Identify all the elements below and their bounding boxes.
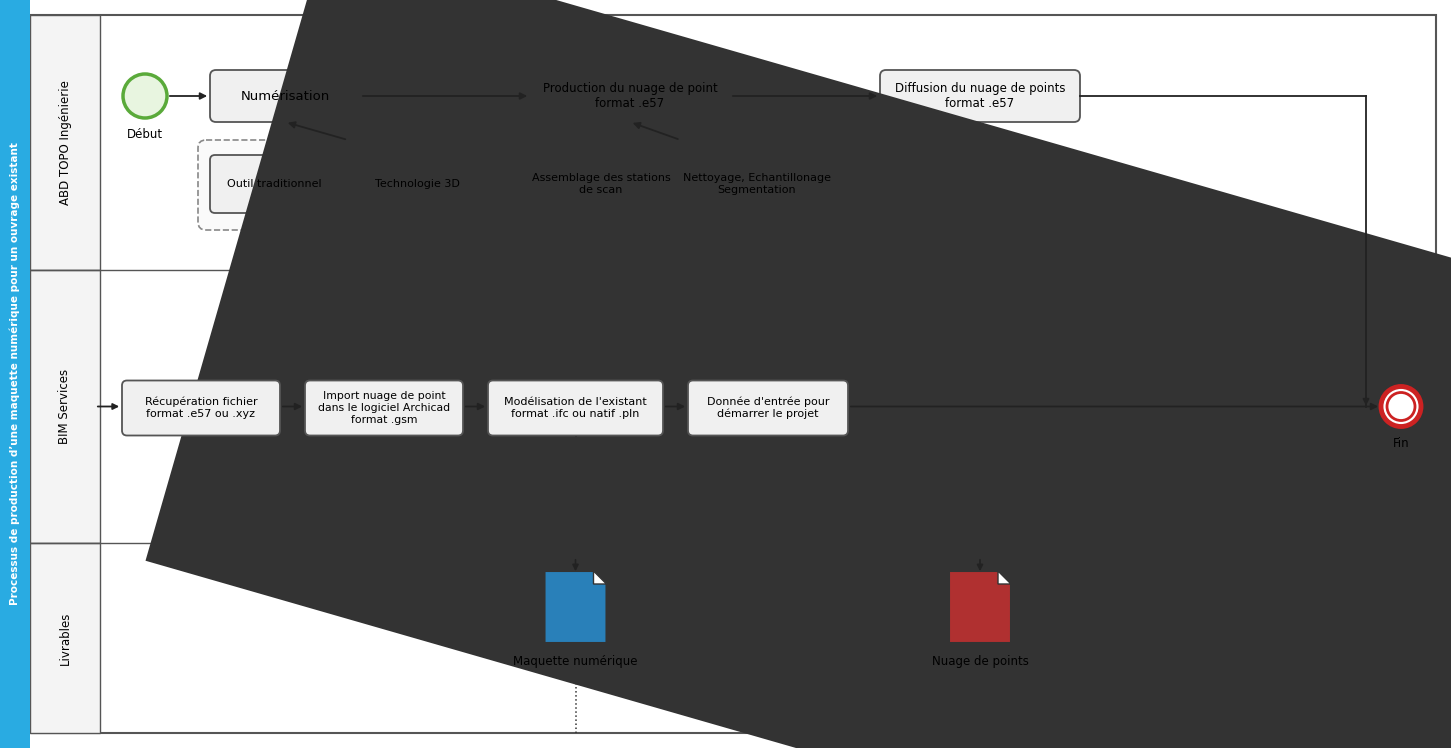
Bar xyxy=(30,15,100,270)
FancyBboxPatch shape xyxy=(210,155,338,213)
Text: Import nuage de point
dans le logiciel Archicad
format .gsm: Import nuage de point dans le logiciel A… xyxy=(318,391,450,425)
Text: Nettoyage, Echantillonage
Segmentation: Nettoyage, Echantillonage Segmentation xyxy=(683,174,831,194)
Text: Diffusion du nuage de points
format .e57: Diffusion du nuage de points format .e57 xyxy=(895,82,1065,110)
FancyBboxPatch shape xyxy=(488,381,663,435)
FancyBboxPatch shape xyxy=(530,155,672,213)
Bar xyxy=(0,0,30,748)
Polygon shape xyxy=(544,571,607,643)
Text: Maquette numérique: Maquette numérique xyxy=(514,655,638,668)
FancyBboxPatch shape xyxy=(518,140,843,230)
Text: Modélisation de l'existant
format .ifc ou natif .pln: Modélisation de l'existant format .ifc o… xyxy=(503,397,647,419)
FancyBboxPatch shape xyxy=(530,70,730,122)
Text: Fin: Fin xyxy=(1393,437,1409,450)
FancyBboxPatch shape xyxy=(197,140,498,230)
Text: Numérisation: Numérisation xyxy=(241,90,329,102)
Polygon shape xyxy=(949,571,1011,643)
Polygon shape xyxy=(998,571,1011,584)
Text: Récupération fichier
format .e57 ou .xyz: Récupération fichier format .e57 ou .xyz xyxy=(145,397,257,419)
Bar xyxy=(30,543,100,733)
FancyBboxPatch shape xyxy=(305,381,463,435)
Text: Assemblage des stations
de scan: Assemblage des stations de scan xyxy=(531,174,670,194)
Circle shape xyxy=(123,74,167,118)
Text: ABD TOPO Ingénierie: ABD TOPO Ingénierie xyxy=(58,80,71,205)
FancyBboxPatch shape xyxy=(353,155,480,213)
Text: Production du nuage de point
format .e57: Production du nuage de point format .e57 xyxy=(543,82,717,110)
Polygon shape xyxy=(593,571,607,584)
Text: Outil traditionnel: Outil traditionnel xyxy=(226,179,321,189)
Text: Livrables: Livrables xyxy=(58,611,71,665)
FancyBboxPatch shape xyxy=(688,381,847,435)
Circle shape xyxy=(1387,393,1415,420)
FancyBboxPatch shape xyxy=(122,381,280,435)
Text: Début: Début xyxy=(126,128,163,141)
FancyBboxPatch shape xyxy=(686,155,829,213)
Text: Technologie 3D: Technologie 3D xyxy=(374,179,460,189)
FancyBboxPatch shape xyxy=(210,70,360,122)
Bar xyxy=(30,270,100,543)
Text: BIM Services: BIM Services xyxy=(58,369,71,444)
FancyBboxPatch shape xyxy=(879,70,1080,122)
Text: Donnée d'entrée pour
démarrer le projet: Donnée d'entrée pour démarrer le projet xyxy=(707,396,830,420)
Text: Nuage de points: Nuage de points xyxy=(932,655,1029,668)
Text: Processus de production d’une maquette numérique pour un ouvrage existant: Processus de production d’une maquette n… xyxy=(10,143,20,605)
Circle shape xyxy=(1381,387,1421,426)
